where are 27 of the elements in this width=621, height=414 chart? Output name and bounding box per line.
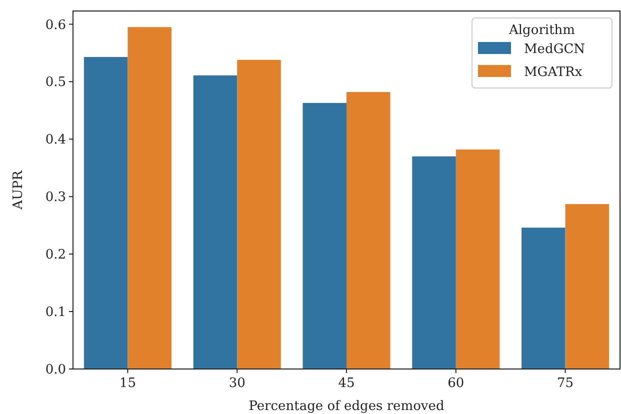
bar (522, 228, 566, 369)
y-tick-label: 0.2 (45, 248, 66, 263)
y-tick-label: 0.1 (45, 305, 66, 320)
x-tick-label: 15 (119, 376, 136, 391)
x-axis-title: Percentage of edges removed (248, 399, 444, 414)
y-axis-title: AUPR (11, 169, 26, 210)
bar (128, 27, 172, 369)
x-tick-label: 60 (448, 376, 464, 391)
x-tick-label: 30 (228, 376, 246, 391)
x-tick-label: 45 (338, 376, 355, 391)
y-tick-label: 0.4 (45, 132, 66, 148)
legend-label: MGATRx (524, 65, 583, 80)
y-tick-label: 0.0 (45, 362, 66, 378)
y-tick-label: 0.6 (45, 18, 66, 33)
bar (193, 75, 238, 369)
bar (84, 56, 128, 369)
bar (456, 149, 500, 369)
bar (237, 60, 281, 369)
bar (412, 156, 456, 369)
legend-label: MedGCN (524, 42, 586, 57)
bar (346, 92, 390, 369)
y-tick-label: 0.5 (45, 75, 66, 90)
x-tick-label: 75 (557, 376, 574, 391)
legend-title: Algorithm (508, 23, 575, 38)
bar (302, 102, 346, 369)
bar (565, 204, 610, 369)
y-tick-label: 0.3 (45, 190, 66, 206)
